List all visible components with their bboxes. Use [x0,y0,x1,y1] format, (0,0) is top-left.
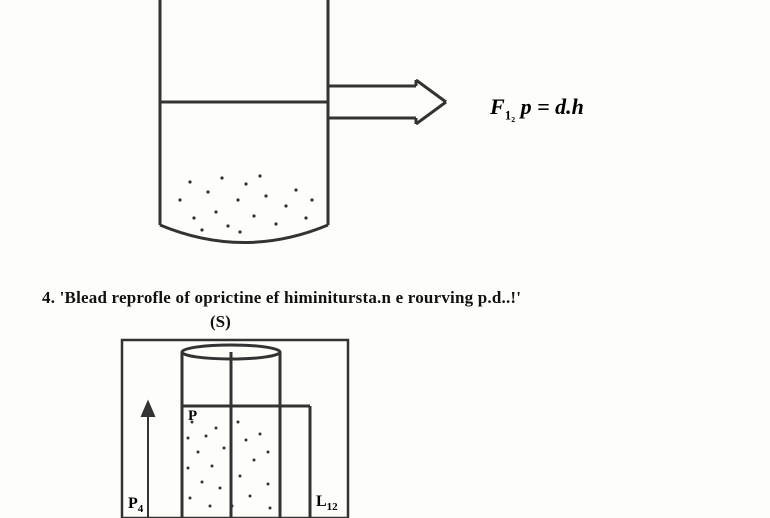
label-L12: L12 [316,493,338,513]
equation-sub: 1₂ [505,107,515,122]
label-P4: P4 [128,495,144,515]
equation: F1₂ p = d.h [490,94,584,123]
pressure-diagram: P P4 L12 [120,338,350,518]
cylinder-diagram [150,0,450,265]
question-number: 4. [42,288,55,307]
question-subcaption: (S) [210,312,231,332]
figure-2-container: P P4 L12 [120,338,350,518]
equation-F: F [490,94,505,119]
figure-1-container [150,0,450,265]
equation-rest: p = d.h [515,94,584,119]
page: F1₂ p = d.h 4. 'Blead reprofle of oprict… [0,0,770,518]
question-text: 'Blead reprofle of oprictine ef himinitu… [60,288,522,307]
question-4: 4. 'Blead reprofle of oprictine ef himin… [42,288,521,308]
